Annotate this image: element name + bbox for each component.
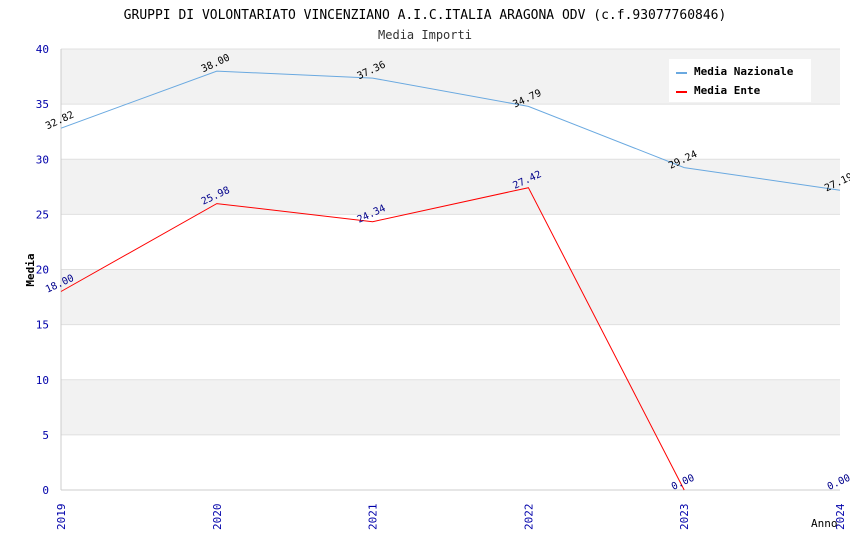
plot-band [61, 434, 840, 490]
series-line-0 [60, 70, 841, 191]
x-tick-label: 2023 [678, 504, 691, 531]
legend-label-media-nazionale: Media Nazionale [694, 65, 794, 78]
y-tick-labels: 0 5 10 15 20 25 30 35 40 [36, 43, 49, 497]
plot-band [61, 159, 840, 215]
y-tick-label: 0 [42, 484, 49, 497]
chart-subtitle: Media Importi [378, 28, 472, 42]
y-tick-label: 40 [36, 43, 49, 56]
plot-background-bands [61, 49, 840, 490]
plot-band [61, 104, 840, 160]
chart-title: GRUPPI DI VOLONTARIATO VINCENZIANO A.I.C… [124, 8, 727, 23]
series-line-1 [60, 187, 685, 491]
y-tick-label: 20 [36, 264, 49, 277]
legend: Media Nazionale Media Ente [669, 59, 811, 102]
plot-band [61, 214, 840, 270]
y-tick-label: 35 [36, 98, 49, 111]
y-tick-label: 25 [36, 208, 49, 221]
plot-band [61, 379, 840, 435]
x-tick-labels: 2019 2020 2021 2022 2023 2024 [55, 503, 847, 530]
y-tick-label: 10 [36, 374, 49, 387]
y-tick-label: 15 [36, 319, 49, 332]
x-tick-label: 2024 [834, 503, 847, 530]
x-axis-label: Anno [811, 517, 838, 530]
y-tick-label: 30 [36, 153, 49, 166]
x-tick-label: 2021 [367, 504, 380, 531]
legend-box [669, 59, 811, 102]
x-tick-label: 2019 [55, 504, 68, 531]
y-tick-label: 5 [42, 429, 49, 442]
legend-label-media-ente: Media Ente [694, 84, 761, 97]
x-tick-label: 2022 [522, 504, 535, 531]
x-tick-label: 2020 [211, 504, 224, 531]
plot-band [61, 324, 840, 380]
series-lines [60, 70, 841, 491]
plot-band [61, 269, 840, 325]
y-axis-label: Media [24, 253, 37, 286]
